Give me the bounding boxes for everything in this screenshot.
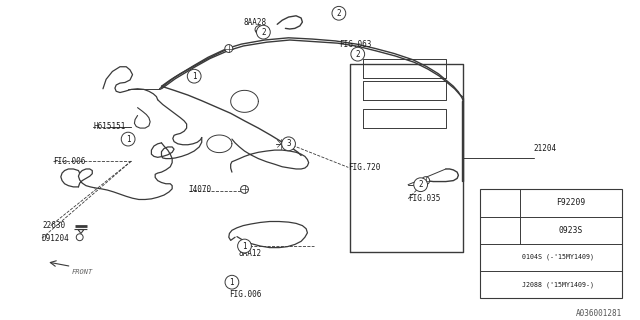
Text: D91204: D91204 [42, 234, 70, 243]
Text: 1: 1 [242, 242, 247, 251]
Text: 21204: 21204 [534, 144, 557, 153]
Text: 1: 1 [498, 200, 502, 206]
Text: H615151: H615151 [93, 122, 126, 131]
Text: 1: 1 [126, 135, 131, 144]
Circle shape [188, 69, 201, 83]
Text: A036001281: A036001281 [576, 309, 622, 318]
Text: 0104S (-'15MY1409): 0104S (-'15MY1409) [522, 254, 595, 260]
Text: 2: 2 [355, 50, 360, 59]
Circle shape [332, 6, 346, 20]
Text: J2088 ('15MY1409-): J2088 ('15MY1409-) [522, 281, 595, 288]
Text: 3: 3 [490, 268, 494, 274]
Bar [481, 189, 622, 298]
Text: 8AA12: 8AA12 [238, 249, 261, 258]
Text: FIG.006: FIG.006 [52, 156, 85, 166]
Circle shape [255, 26, 263, 34]
Text: 2: 2 [261, 28, 266, 37]
Text: I4070: I4070 [188, 185, 211, 194]
Text: FRONT: FRONT [72, 269, 93, 275]
Circle shape [285, 139, 292, 147]
Circle shape [228, 277, 236, 285]
Circle shape [486, 265, 498, 277]
Circle shape [241, 186, 248, 193]
Circle shape [121, 132, 135, 146]
Circle shape [76, 234, 83, 241]
Text: 2: 2 [337, 9, 341, 18]
Circle shape [124, 134, 132, 142]
Circle shape [225, 44, 233, 52]
Text: 3: 3 [286, 139, 291, 148]
Circle shape [351, 47, 365, 61]
Circle shape [241, 242, 248, 249]
Text: FIG.720: FIG.720 [348, 163, 381, 172]
Circle shape [237, 239, 252, 253]
Text: 2: 2 [498, 227, 502, 233]
Text: 0923S: 0923S [559, 226, 583, 235]
Circle shape [282, 137, 296, 151]
Circle shape [494, 224, 506, 236]
Circle shape [257, 25, 270, 39]
Text: F92209: F92209 [556, 198, 586, 207]
Circle shape [414, 178, 428, 192]
Circle shape [422, 177, 429, 185]
Circle shape [494, 197, 506, 209]
Text: 1: 1 [230, 278, 234, 287]
Circle shape [225, 275, 239, 289]
Text: 1: 1 [192, 72, 196, 81]
Text: FIG.035: FIG.035 [408, 194, 440, 203]
Text: 2: 2 [419, 180, 423, 189]
Text: 22630: 22630 [42, 221, 65, 230]
Text: 8AA28: 8AA28 [243, 18, 266, 27]
Text: FIG.063: FIG.063 [339, 40, 371, 49]
Text: FIG.006: FIG.006 [228, 290, 261, 299]
